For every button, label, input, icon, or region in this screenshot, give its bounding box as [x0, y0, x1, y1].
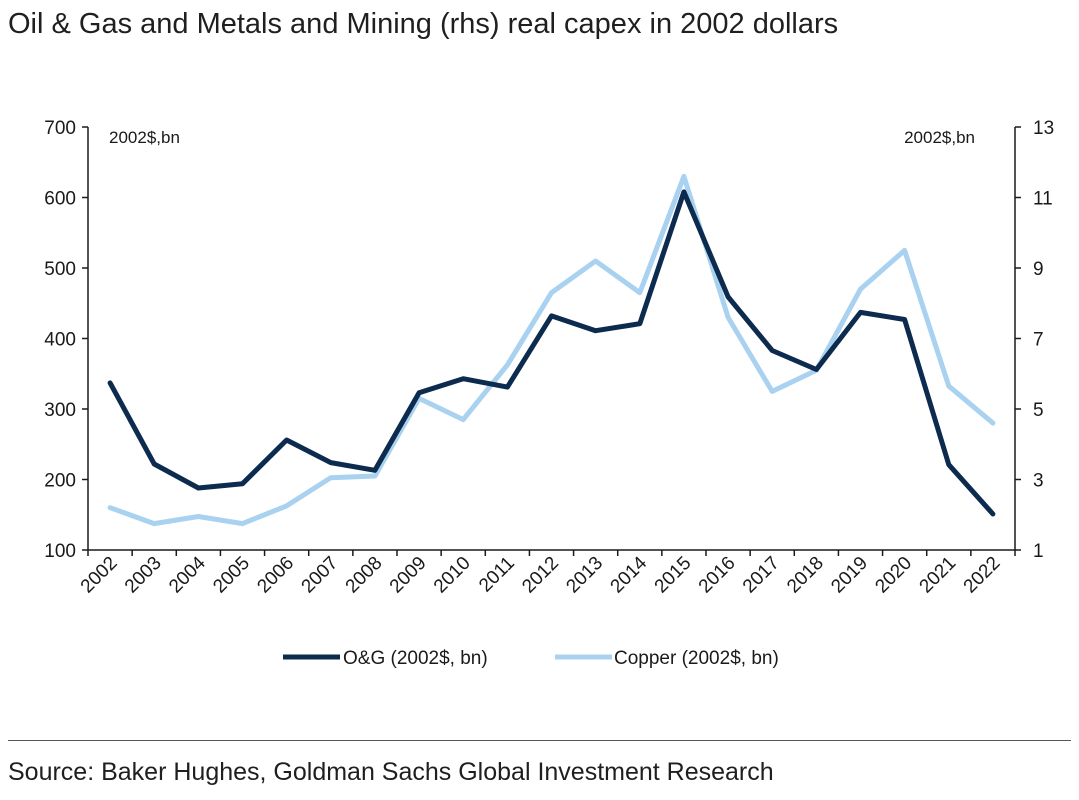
copper-data-point — [771, 390, 774, 393]
x-tick-label: 2006 — [253, 553, 298, 598]
copper-data-point — [373, 474, 376, 477]
right-tick-label: 3 — [1033, 471, 1044, 492]
og-data-point — [947, 463, 950, 466]
right-axis-unit-label: 2002$,bn — [904, 128, 975, 147]
left-tick-label: 400 — [44, 330, 76, 351]
copper-data-point — [462, 418, 465, 421]
og-data-point — [771, 349, 774, 352]
legend-copper-label: Copper (2002$, bn) — [614, 648, 779, 669]
x-tick-label: 2015 — [651, 553, 696, 598]
x-tick-label: 2020 — [871, 553, 916, 598]
copper-data-point — [109, 506, 112, 509]
x-tick-label: 2018 — [783, 553, 828, 598]
og-data-point — [815, 368, 818, 371]
og-data-point — [285, 439, 288, 442]
og-data-point — [197, 486, 200, 489]
x-tick-label: 2004 — [165, 552, 210, 597]
og-data-point — [109, 381, 112, 384]
og-data-point — [991, 513, 994, 516]
x-tick-label: 2008 — [342, 553, 387, 598]
copper-data-point — [991, 422, 994, 425]
left-tick-label: 600 — [44, 189, 76, 210]
x-tick-label: 2016 — [695, 553, 740, 598]
og-data-point — [550, 314, 553, 317]
right-tick-label: 9 — [1033, 259, 1044, 280]
source-note: Source: Baker Hughes, Goldman Sachs Glob… — [8, 758, 774, 787]
copper-data-point — [638, 291, 641, 294]
copper-data-point — [329, 476, 332, 479]
copper-data-point — [197, 515, 200, 518]
right-tick-label: 7 — [1033, 330, 1044, 351]
og-data-point — [594, 329, 597, 332]
x-tick-label: 2019 — [827, 553, 872, 598]
right-tick-label: 13 — [1033, 118, 1054, 139]
x-tick-label: 2017 — [739, 553, 784, 598]
x-tick-label: 2010 — [430, 553, 475, 598]
copper-data-point — [727, 316, 730, 319]
og-data-point — [859, 311, 862, 314]
copper-data-point — [285, 504, 288, 507]
og-data-point — [727, 295, 730, 298]
right-tick-label: 5 — [1033, 400, 1044, 421]
chart-series — [109, 175, 995, 525]
og-series-line — [110, 192, 993, 514]
og-data-point — [903, 318, 906, 321]
og-data-point — [153, 462, 156, 465]
og-data-point — [506, 386, 509, 389]
legend-og-label: O&G (2002$, bn) — [343, 648, 488, 669]
x-tick-label: 2011 — [475, 553, 519, 597]
copper-data-point — [682, 175, 685, 178]
copper-data-point — [506, 363, 509, 366]
source-divider — [8, 740, 1071, 741]
copper-data-point — [859, 288, 862, 291]
x-tick-label: 2012 — [518, 553, 563, 598]
og-data-point — [418, 391, 421, 394]
copper-data-point — [153, 522, 156, 525]
og-data-point — [329, 461, 332, 464]
right-tick-label: 1 — [1033, 541, 1044, 562]
left-tick-label: 700 — [44, 118, 76, 139]
og-data-point — [241, 482, 244, 485]
og-data-point — [638, 322, 641, 325]
x-tick-label: 2005 — [209, 553, 254, 598]
og-data-point — [462, 377, 465, 380]
x-tick-label: 2021 — [916, 553, 961, 598]
left-tick-label: 200 — [44, 471, 76, 492]
left-axis-unit-label: 2002$,bn — [109, 128, 180, 147]
x-tick-label: 2003 — [121, 553, 166, 598]
copper-data-point — [947, 385, 950, 388]
copper-data-point — [903, 249, 906, 252]
left-tick-label: 500 — [44, 259, 76, 280]
x-tick-label: 2013 — [562, 553, 607, 598]
copper-data-point — [241, 522, 244, 525]
x-tick-label: 2014 — [607, 552, 652, 597]
og-data-point — [373, 469, 376, 472]
left-tick-label: 100 — [44, 541, 76, 562]
copper-series-line — [110, 176, 993, 523]
chart-legend: O&G (2002$, bn) Copper (2002$, bn) — [283, 648, 779, 669]
right-tick-label: 11 — [1033, 189, 1053, 210]
left-tick-label: 300 — [44, 400, 76, 421]
copper-data-point — [550, 291, 553, 294]
x-tick-label: 2007 — [298, 553, 343, 598]
x-tick-label: 2009 — [386, 553, 431, 598]
x-tick-label: 2022 — [960, 553, 1005, 598]
copper-data-point — [594, 259, 597, 262]
x-tick-label: 2002 — [77, 553, 122, 598]
og-data-point — [682, 190, 685, 193]
